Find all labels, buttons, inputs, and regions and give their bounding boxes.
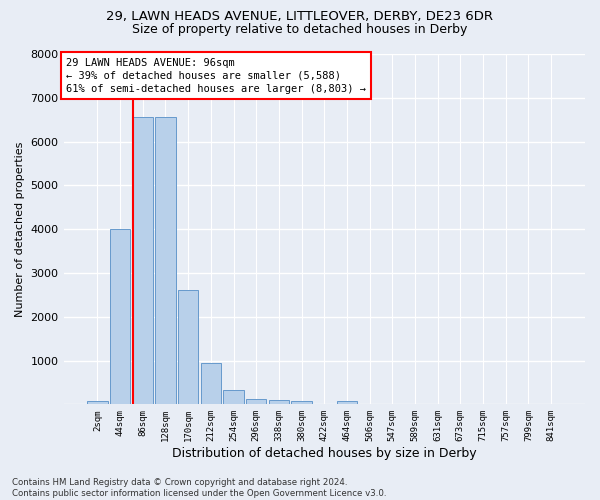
Text: 29 LAWN HEADS AVENUE: 96sqm
← 39% of detached houses are smaller (5,588)
61% of : 29 LAWN HEADS AVENUE: 96sqm ← 39% of det… [66,58,366,94]
Bar [269,400,289,404]
Bar [155,118,176,405]
Bar [337,401,357,404]
Bar [292,401,312,404]
Text: 29, LAWN HEADS AVENUE, LITTLEOVER, DERBY, DE23 6DR: 29, LAWN HEADS AVENUE, LITTLEOVER, DERBY… [107,10,493,23]
Bar [223,390,244,404]
Bar [200,362,221,405]
X-axis label: Distribution of detached houses by size in Derby: Distribution of detached houses by size … [172,447,476,460]
Bar [178,290,199,405]
Bar [133,118,153,405]
Y-axis label: Number of detached properties: Number of detached properties [15,142,25,317]
Bar [110,229,130,404]
Bar [246,398,266,404]
Bar [87,402,107,404]
Text: Contains HM Land Registry data © Crown copyright and database right 2024.
Contai: Contains HM Land Registry data © Crown c… [12,478,386,498]
Text: Size of property relative to detached houses in Derby: Size of property relative to detached ho… [133,22,467,36]
